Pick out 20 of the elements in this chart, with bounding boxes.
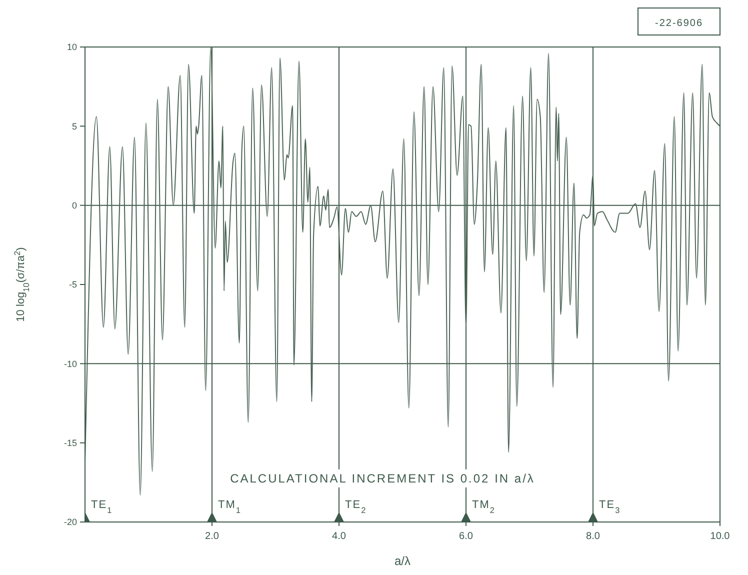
y-tick-label: -15 [64, 438, 77, 448]
x-axis-title: a/λ [394, 554, 411, 568]
y-tick-label: 10 [66, 42, 77, 52]
y-tick-label: -20 [64, 517, 77, 528]
x-tick-label: 6.0 [459, 531, 474, 542]
ref-line-label: TE$_{2}$ [345, 499, 367, 514]
x-tick-label: 8.0 [586, 531, 600, 542]
x-tick-label: 4.0 [332, 531, 346, 542]
x-tick-label: 10.0 [710, 531, 730, 542]
ref-line-label: TE$_{3}$ [599, 499, 621, 514]
y-tick-label: -5 [68, 280, 77, 290]
y-tick-label: 0 [72, 200, 77, 210]
annotation: TE$_{1}$ [91, 499, 113, 514]
annotation: CALCULATIONAL INCREMENT IS 0.02 IN a/λ [230, 471, 535, 486]
y-tick-label: -10 [64, 358, 77, 369]
ref-line-label: TM$_{2}$ [472, 499, 496, 514]
x-tick-label: 2.0 [205, 531, 220, 542]
text: -22-6906 [654, 18, 704, 29]
ref-line-label: TM$_{1}$ [218, 499, 242, 514]
y-tick-label: 5 [72, 121, 77, 132]
